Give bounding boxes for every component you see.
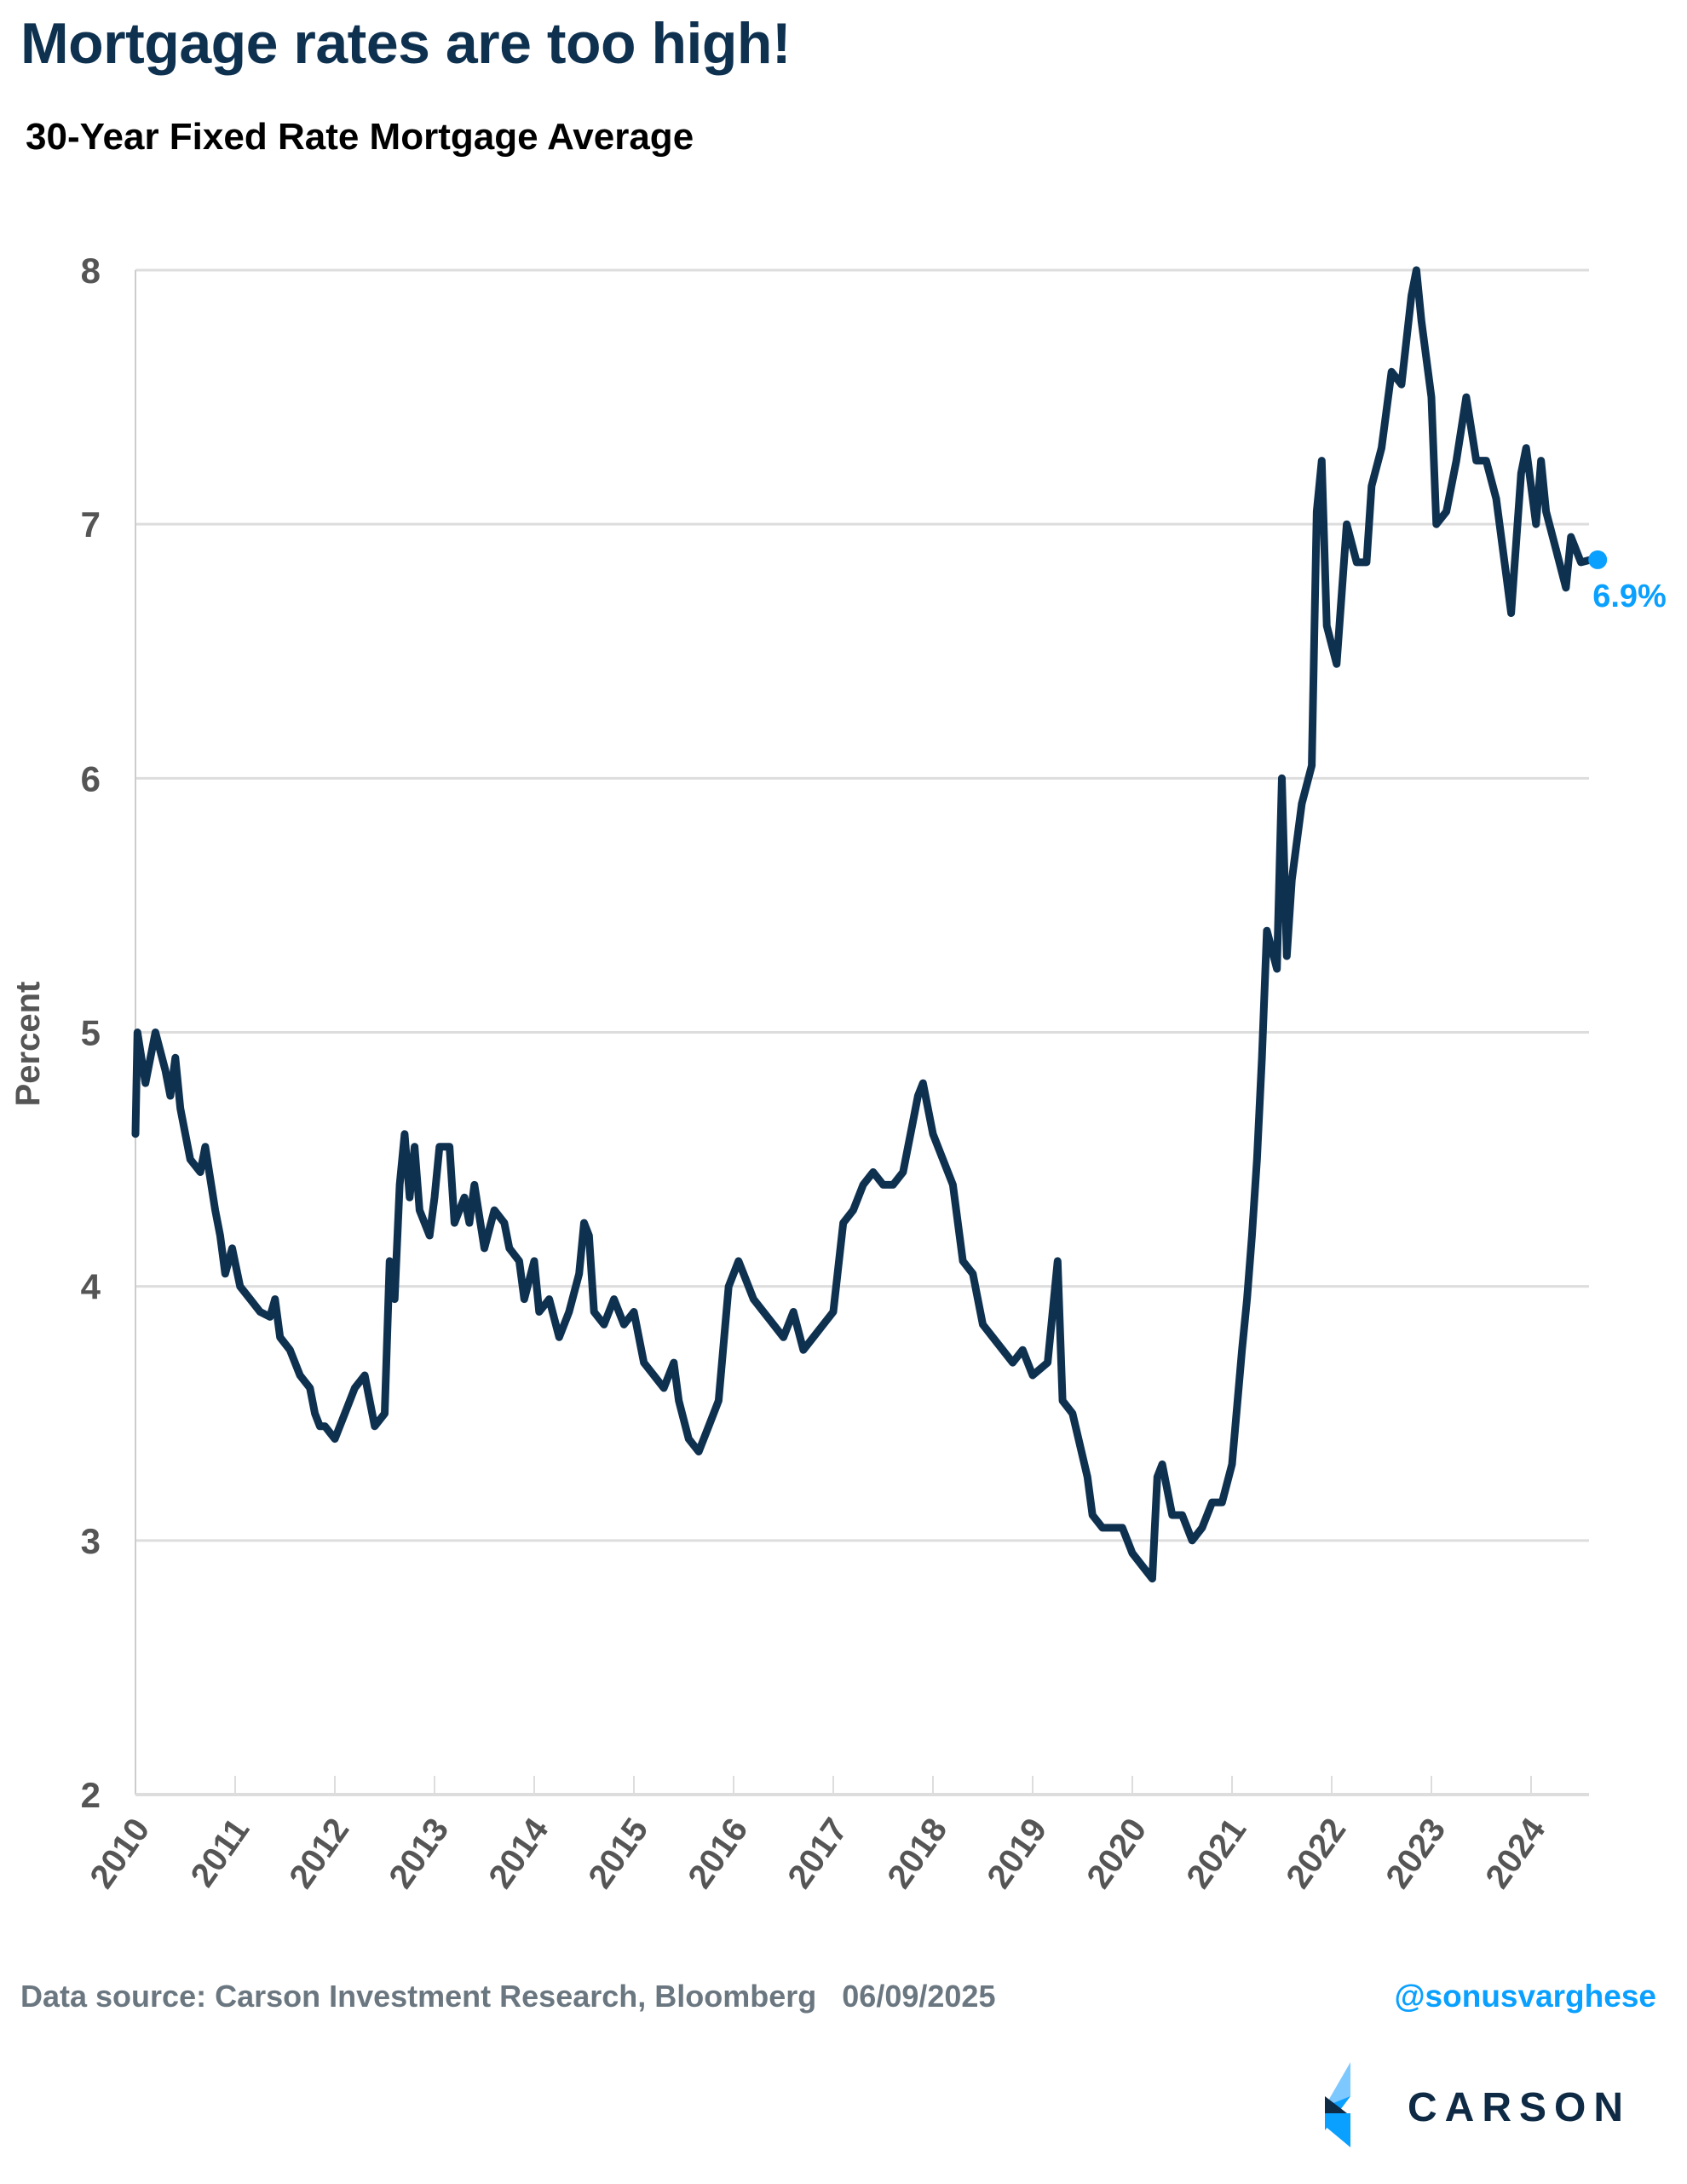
series-line-mortgage-rate: [131, 266, 1595, 1583]
x-tick-label: 2023: [1379, 1812, 1453, 1895]
x-tick-label: 2021: [1179, 1812, 1253, 1895]
x-tick-label: 2016: [681, 1812, 755, 1895]
x-tick-label: 2012: [282, 1812, 356, 1895]
x-tick-label: 2011: [184, 1812, 257, 1893]
x-tick-label: 2019: [980, 1812, 1054, 1895]
y-axis-ticks: 2 3 4 5 6 7 8: [81, 251, 101, 1815]
x-tick-label: 2022: [1279, 1812, 1353, 1895]
x-tick-label: 2014: [481, 1811, 556, 1895]
x-tick-label: 2017: [780, 1812, 855, 1895]
y-tick-label: 7: [81, 504, 101, 545]
y-tick-label: 3: [81, 1521, 101, 1561]
end-point-marker: [1588, 550, 1608, 569]
data-source-note: Data source: Carson Investment Research,…: [20, 1979, 996, 2014]
x-tick-label: 2010: [83, 1812, 157, 1895]
y-tick-label: 2: [81, 1775, 101, 1815]
x-tick-label: 2013: [382, 1812, 456, 1895]
author-handle[interactable]: @sonusvarghese: [1394, 1979, 1656, 2014]
chart-title: Mortgage rates are too high!: [20, 11, 792, 76]
x-tick-label: 2015: [581, 1812, 655, 1895]
y-tick-label: 8: [81, 251, 101, 291]
x-tick-label: 2020: [1080, 1812, 1154, 1895]
y-axis-label: Percent: [9, 982, 47, 1107]
y-tick-label: 4: [81, 1267, 101, 1307]
y-tick-label: 6: [81, 758, 101, 798]
y-tick-label: 5: [81, 1013, 101, 1053]
gridlines: [135, 268, 1589, 1542]
chart-subtitle: 30-Year Fixed Rate Mortgage Average: [26, 116, 694, 158]
end-value-label: 6.9%: [1592, 579, 1667, 614]
carson-logo-icon: [1325, 2062, 1350, 2147]
x-tick-label: 2018: [880, 1812, 954, 1895]
x-tick-label: 2024: [1478, 1811, 1553, 1895]
carson-logo-text: CARSON: [1408, 2085, 1632, 2130]
